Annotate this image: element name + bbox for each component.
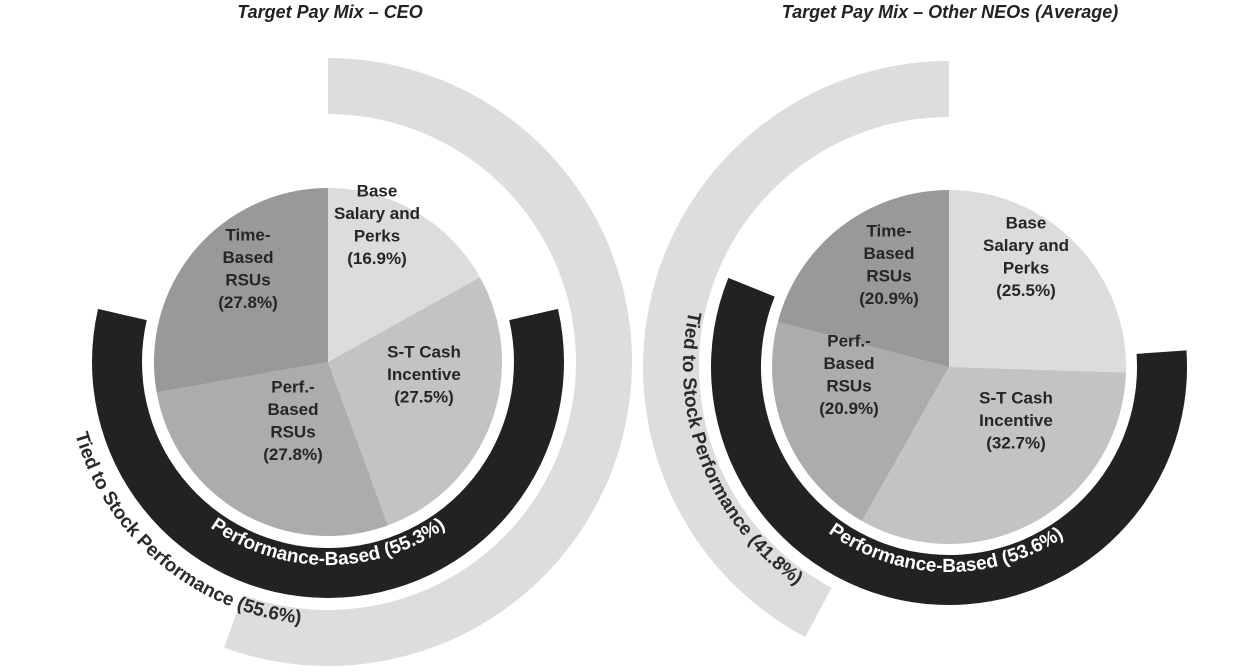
stock-performance-band-0 — [224, 58, 632, 666]
slice-label-perf-0: Perf.-Based RSUs (27.8%) — [263, 377, 323, 464]
slice-label-time-1: Time-Based RSUs (20.9%) — [859, 221, 919, 308]
performance-based-band-0 — [91, 308, 565, 598]
chart-title-ceo: Target Pay Mix – CEO — [237, 2, 423, 22]
pie-chart-1: Performance-Based (53.6%)Tied to Stock P… — [643, 60, 1187, 638]
performance-based-band-1 — [711, 277, 1187, 605]
pie-slice-base-1 — [949, 190, 1127, 373]
pie-slice-perf-0 — [156, 362, 388, 537]
pie-slice-cash-1 — [861, 367, 1126, 544]
slice-label-base-0: Base Salary and Perks (16.9%) — [334, 181, 420, 268]
pie-slice-base-0 — [328, 188, 480, 362]
slice-label-base-1: Base Salary and Perks (25.5%) — [983, 213, 1069, 300]
pie-chart-0: Performance-Based (55.3%)Tied to Stock P… — [70, 58, 632, 666]
stock-performance-band-1 — [643, 60, 949, 638]
slice-label-cash-1: S-T Cash Incentive (32.7%) — [979, 389, 1053, 453]
pie-slice-time-0 — [154, 188, 328, 393]
chart-title-other-neos: Target Pay Mix – Other NEOs (Average) — [781, 2, 1119, 22]
pie-slice-cash-0 — [328, 277, 502, 526]
pie-slice-time-1 — [777, 190, 949, 367]
slice-label-time-0: Time-Based RSUs (27.8%) — [218, 225, 278, 312]
slice-label-cash-0: S-T Cash Incentive (27.5%) — [387, 343, 461, 407]
pie-slice-perf-1 — [772, 321, 949, 522]
slice-label-perf-1: Perf.-Based RSUs (20.9%) — [819, 331, 879, 418]
